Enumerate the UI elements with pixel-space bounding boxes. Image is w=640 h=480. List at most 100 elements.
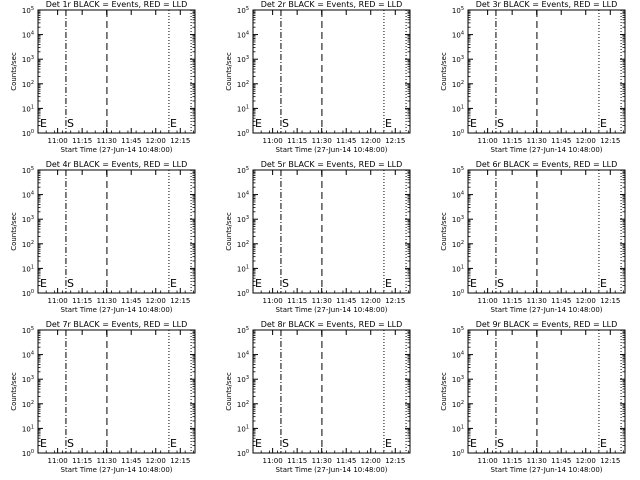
start-s-label: S bbox=[67, 277, 74, 290]
start-s-label: S bbox=[67, 117, 74, 130]
x-axis-label: Start Time (27-Jun-14 10:48:00) bbox=[276, 466, 388, 474]
left-e-label: E bbox=[255, 437, 262, 450]
start-s-label: S bbox=[497, 117, 504, 130]
start-s-label: S bbox=[497, 437, 504, 450]
y-tick-label: 104 bbox=[237, 351, 249, 360]
end-e-label: E bbox=[600, 117, 607, 130]
x-axis-label: Start Time (27-Jun-14 10:48:00) bbox=[491, 146, 603, 154]
x-tick-label: 11:30 bbox=[97, 457, 117, 465]
x-tick-label: 11:15 bbox=[287, 457, 307, 465]
x-tick-label: 11:45 bbox=[336, 297, 356, 305]
x-axis-label: Start Time (27-Jun-14 10:48:00) bbox=[491, 466, 603, 474]
x-tick-label: 11:30 bbox=[312, 137, 332, 145]
left-e-label: E bbox=[470, 117, 477, 130]
x-tick-label: 11:15 bbox=[72, 137, 92, 145]
x-tick-label: 11:00 bbox=[478, 137, 498, 145]
y-tick-label: 105 bbox=[452, 166, 464, 175]
x-tick-label: 11:30 bbox=[97, 297, 117, 305]
y-tick-label: 100 bbox=[22, 129, 34, 138]
y-tick-label: 101 bbox=[237, 264, 249, 273]
x-tick-label: 11:00 bbox=[48, 297, 68, 305]
y-tick-label: 104 bbox=[237, 191, 249, 200]
y-tick-label: 103 bbox=[22, 375, 34, 384]
x-axis-label: Start Time (27-Jun-14 10:48:00) bbox=[61, 306, 173, 314]
y-tick-label: 103 bbox=[452, 55, 464, 64]
detector-panel: Det 5r BLACK = Events, RED = LLD Counts/s… bbox=[225, 160, 411, 314]
x-axis-label: Start Time (27-Jun-14 10:48:00) bbox=[61, 146, 173, 154]
y-axis-label: Counts/sec bbox=[225, 372, 233, 411]
y-tick-label: 102 bbox=[452, 240, 464, 249]
x-tick-label: 12:00 bbox=[361, 457, 381, 465]
chart-title: Det 9r BLACK = Events, RED = LLD bbox=[476, 320, 618, 329]
x-tick-label: 11:30 bbox=[527, 297, 547, 305]
x-tick-label: 12:00 bbox=[146, 297, 166, 305]
y-tick-label: 101 bbox=[237, 104, 249, 113]
y-axis-label: Counts/sec bbox=[440, 52, 448, 91]
y-tick-label: 102 bbox=[452, 80, 464, 89]
plot-frame bbox=[252, 9, 411, 134]
y-tick-label: 101 bbox=[452, 264, 464, 273]
x-tick-label: 11:15 bbox=[502, 297, 522, 305]
y-tick-label: 103 bbox=[237, 55, 249, 64]
x-tick-label: 11:45 bbox=[121, 457, 141, 465]
detector-panel: Det 4r BLACK = Events, RED = LLD Counts/s… bbox=[10, 160, 196, 314]
y-tick-label: 104 bbox=[237, 31, 249, 40]
y-tick-label: 102 bbox=[237, 80, 249, 89]
plot-frame bbox=[467, 329, 626, 454]
y-tick-label: 101 bbox=[452, 424, 464, 433]
end-e-label: E bbox=[600, 437, 607, 450]
plot-frame bbox=[252, 169, 411, 294]
end-e-label: E bbox=[385, 437, 392, 450]
x-tick-label: 11:45 bbox=[336, 137, 356, 145]
y-tick-label: 101 bbox=[452, 104, 464, 113]
end-e-label: E bbox=[170, 117, 177, 130]
x-tick-label: 11:15 bbox=[287, 137, 307, 145]
x-tick-label: 11:15 bbox=[502, 457, 522, 465]
y-tick-label: 100 bbox=[237, 129, 249, 138]
x-axis-label: Start Time (27-Jun-14 10:48:00) bbox=[276, 146, 388, 154]
x-tick-label: 11:30 bbox=[312, 297, 332, 305]
start-s-label: S bbox=[497, 277, 504, 290]
y-tick-label: 104 bbox=[22, 191, 34, 200]
y-tick-label: 105 bbox=[452, 326, 464, 335]
y-tick-label: 102 bbox=[452, 400, 464, 409]
y-tick-label: 102 bbox=[22, 240, 34, 249]
left-e-label: E bbox=[255, 117, 262, 130]
chart-title: Det 1r BLACK = Events, RED = LLD bbox=[46, 0, 188, 9]
chart-title: Det 6r BLACK = Events, RED = LLD bbox=[476, 160, 618, 169]
start-s-label: S bbox=[282, 437, 289, 450]
chart-title: Det 2r BLACK = Events, RED = LLD bbox=[261, 0, 403, 9]
x-tick-label: 11:00 bbox=[48, 137, 68, 145]
y-axis-label: Counts/sec bbox=[440, 212, 448, 251]
x-axis-label: Start Time (27-Jun-14 10:48:00) bbox=[491, 306, 603, 314]
left-e-label: E bbox=[40, 437, 47, 450]
x-tick-label: 12:15 bbox=[600, 297, 620, 305]
start-s-label: S bbox=[282, 277, 289, 290]
end-e-label: E bbox=[170, 277, 177, 290]
plot-frame bbox=[467, 9, 626, 134]
x-tick-label: 12:00 bbox=[146, 457, 166, 465]
y-tick-label: 105 bbox=[22, 6, 34, 15]
x-tick-label: 11:00 bbox=[48, 457, 68, 465]
x-tick-label: 11:30 bbox=[527, 137, 547, 145]
y-tick-label: 103 bbox=[237, 215, 249, 224]
end-e-label: E bbox=[170, 437, 177, 450]
y-tick-label: 103 bbox=[452, 375, 464, 384]
start-s-label: S bbox=[282, 117, 289, 130]
x-tick-label: 12:15 bbox=[385, 457, 405, 465]
x-tick-label: 11:45 bbox=[551, 297, 571, 305]
end-e-label: E bbox=[385, 117, 392, 130]
x-tick-label: 11:30 bbox=[527, 457, 547, 465]
x-tick-label: 11:15 bbox=[72, 457, 92, 465]
y-tick-label: 105 bbox=[22, 326, 34, 335]
x-tick-label: 11:45 bbox=[551, 457, 571, 465]
y-tick-label: 100 bbox=[452, 449, 464, 458]
y-axis-label: Counts/sec bbox=[10, 372, 18, 411]
x-tick-label: 12:00 bbox=[361, 297, 381, 305]
y-tick-label: 105 bbox=[237, 6, 249, 15]
chart-title: Det 3r BLACK = Events, RED = LLD bbox=[476, 0, 618, 9]
x-tick-label: 11:00 bbox=[263, 457, 283, 465]
detector-panel: Det 7r BLACK = Events, RED = LLD Counts/s… bbox=[10, 320, 196, 474]
left-e-label: E bbox=[255, 277, 262, 290]
y-tick-label: 101 bbox=[22, 104, 34, 113]
